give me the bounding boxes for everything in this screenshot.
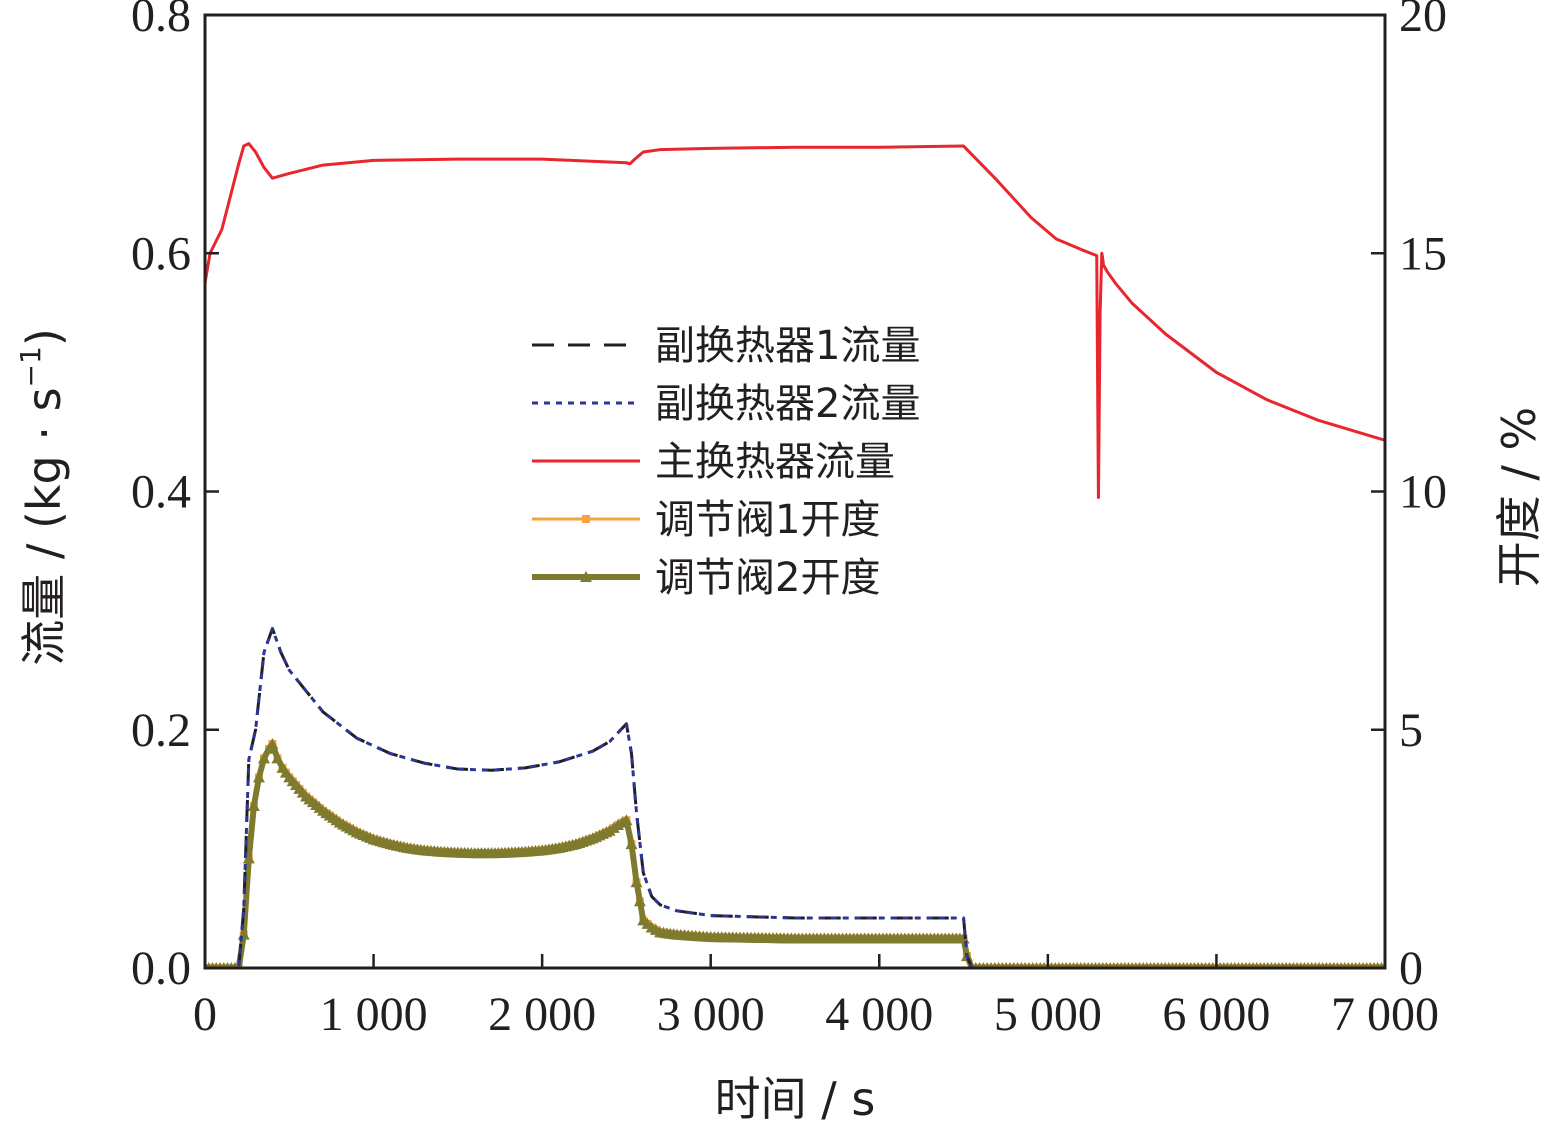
y-left-tick-label: 0.0 bbox=[131, 942, 191, 995]
x-tick-label: 1 000 bbox=[320, 988, 428, 1041]
legend-item: 调节阀2开度 bbox=[532, 555, 880, 601]
series-5-marker bbox=[266, 738, 279, 750]
x-axis-ticks: 0 1 000 2 000 3 000 4 000 5 000 6 000 7 000 bbox=[193, 954, 1439, 1041]
series-5-marker bbox=[620, 814, 633, 826]
y-left-axis-title-main: 流量 / (kg · s bbox=[17, 387, 71, 665]
x-tick-label: 4 000 bbox=[825, 988, 933, 1041]
legend-swatch-marker bbox=[582, 515, 590, 523]
x-tick-label: 5 000 bbox=[994, 988, 1102, 1041]
y-left-axis-ticks: 0.0 0.2 0.4 0.6 0.8 bbox=[131, 0, 219, 995]
y-left-axis-title-close: ) bbox=[17, 328, 71, 346]
legend-swatch-marker bbox=[580, 571, 592, 582]
series-5-marker bbox=[258, 752, 270, 764]
y-right-axis-title: 开度 / % bbox=[1492, 407, 1546, 587]
y-right-tick-label: 20 bbox=[1399, 0, 1447, 42]
series-5-marker bbox=[242, 852, 255, 864]
y-left-axis-title-superscript: −1 bbox=[14, 346, 47, 387]
y-right-tick-label: 15 bbox=[1399, 227, 1447, 280]
series-5-marker bbox=[237, 928, 250, 940]
y-left-axis-title: 流量 / (kg · s−1) bbox=[14, 328, 71, 666]
x-tick-label: 7 000 bbox=[1331, 988, 1439, 1041]
legend-item: 副换热器1流量 bbox=[532, 323, 920, 369]
legend-item: 调节阀1开度 bbox=[532, 497, 880, 543]
y-left-tick-label: 0.4 bbox=[131, 466, 191, 519]
series-5-marker bbox=[957, 932, 970, 944]
series-5 bbox=[205, 738, 1385, 968]
series-5-marker bbox=[630, 876, 643, 888]
legend-label: 调节阀2开度 bbox=[655, 555, 880, 601]
x-axis-title: 时间 / s bbox=[715, 1072, 876, 1126]
x-tick-label: 0 bbox=[193, 988, 217, 1041]
plot-frame bbox=[203, 13, 1387, 970]
series-2 bbox=[205, 626, 1385, 968]
y-left-tick-label: 0.2 bbox=[131, 704, 191, 757]
x-tick-label: 6 000 bbox=[1162, 988, 1270, 1041]
series-5-marker bbox=[633, 895, 646, 907]
legend-label: 主换热器流量 bbox=[655, 439, 895, 485]
series-5-marker bbox=[625, 838, 638, 850]
legend-label: 调节阀1开度 bbox=[655, 497, 880, 543]
series-5-marker bbox=[247, 799, 260, 811]
series-5-marker bbox=[252, 771, 265, 783]
y-left-tick-label: 0.6 bbox=[131, 227, 191, 280]
legend-item: 主换热器流量 bbox=[532, 439, 895, 485]
x-tick-label: 3 000 bbox=[657, 988, 765, 1041]
series-3-line bbox=[205, 142, 1385, 499]
y-left-tick-label: 0.8 bbox=[131, 0, 191, 42]
series-3 bbox=[205, 142, 1385, 499]
series-5-marker bbox=[271, 752, 284, 764]
legend-item: 副换热器2流量 bbox=[532, 381, 920, 427]
legend-label: 副换热器2流量 bbox=[655, 381, 920, 427]
series-2-line bbox=[205, 626, 1385, 968]
y-right-tick-label: 10 bbox=[1399, 466, 1447, 519]
y-right-tick-label: 0 bbox=[1399, 942, 1423, 995]
series-layer bbox=[205, 142, 1385, 968]
legend-label: 副换热器1流量 bbox=[655, 323, 920, 369]
y-right-tick-label: 5 bbox=[1399, 704, 1423, 757]
y-right-axis-ticks: 0 5 10 15 20 bbox=[1371, 0, 1447, 995]
x-tick-label: 2 000 bbox=[488, 988, 596, 1041]
